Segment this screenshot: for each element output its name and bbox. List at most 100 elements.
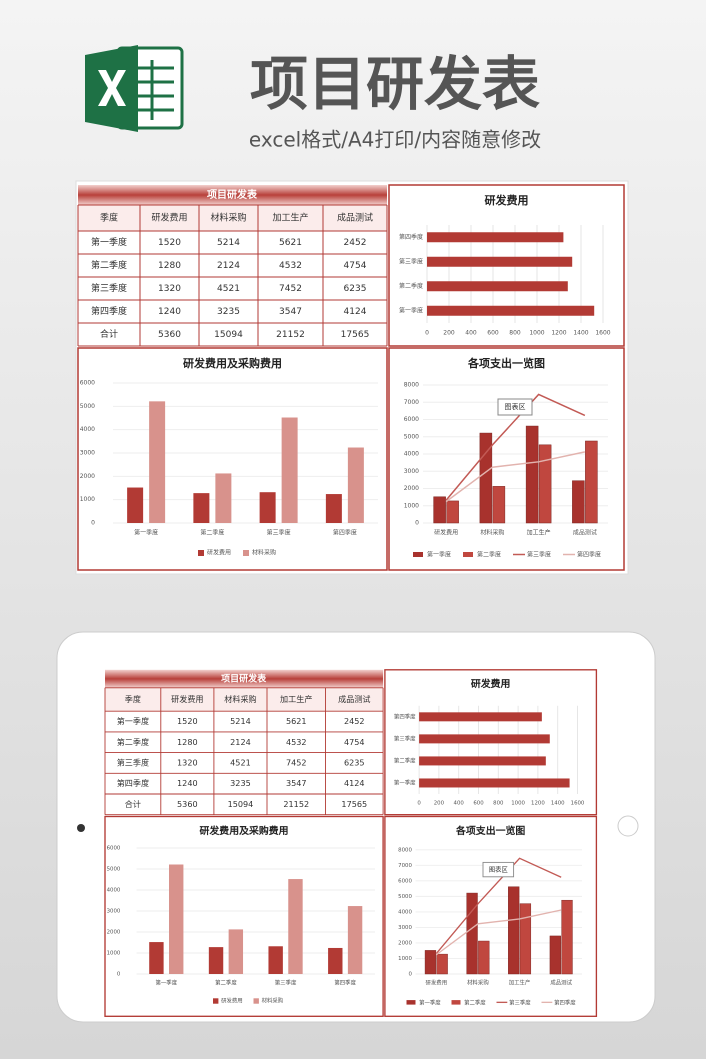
x-tick-label: 1000 [511, 801, 525, 807]
y-tick-label: 第一季度 [394, 778, 416, 786]
table-cell: 1320 [177, 757, 198, 767]
legend-label: 第四季度 [554, 998, 576, 1006]
table-cell: 5360 [158, 330, 181, 340]
table-cell: 5214 [230, 716, 251, 726]
legend-swatch [406, 1000, 416, 1005]
x-tick-label: 200 [434, 801, 445, 807]
table-cell: 21152 [283, 799, 309, 809]
y-tick-label: 6000 [404, 416, 419, 423]
bar [347, 906, 363, 974]
bar [419, 712, 542, 722]
y-tick-label: 4000 [398, 909, 412, 915]
bar [281, 417, 298, 523]
x-tick-label: 1600 [571, 801, 585, 807]
bar [508, 886, 520, 975]
bar [572, 480, 585, 524]
table-header: 加工生产 [280, 694, 312, 704]
legend-swatch [243, 550, 249, 556]
y-tick-label: 第四季度 [399, 233, 423, 241]
table-cell: 15094 [228, 799, 254, 809]
table-cell: 2452 [344, 716, 365, 726]
legend-swatch [451, 1000, 461, 1005]
y-tick-label: 4000 [80, 426, 95, 433]
table-header: 材料采购 [210, 212, 246, 224]
bar [424, 950, 437, 975]
table-cell: 2452 [344, 238, 367, 248]
chart-panel [104, 815, 384, 1017]
bar [325, 494, 342, 523]
legend-swatch [413, 552, 423, 557]
chart-title: 各项支出一览图 [455, 824, 525, 837]
y-tick-label: 2000 [404, 485, 419, 492]
x-tick-label: 加工生产 [509, 979, 531, 987]
page-subtitle: excel格式/A4打印/内容随意修改 [249, 128, 541, 152]
table-cell: 4124 [344, 307, 367, 317]
table-cell: 2124 [217, 261, 240, 271]
bar [538, 444, 552, 524]
y-tick-label: 第二季度 [394, 756, 416, 764]
legend-label: 第一季度 [427, 551, 451, 559]
x-tick-label: 400 [465, 330, 477, 337]
table-cell: 6235 [344, 284, 367, 294]
table-cell: 4532 [286, 737, 307, 747]
y-tick-label: 1000 [398, 956, 412, 962]
table-header: 材料采购 [224, 694, 256, 704]
table-cell: 1280 [177, 737, 198, 747]
y-tick-label: 8000 [398, 847, 412, 853]
table-cell: 1520 [177, 716, 198, 726]
bar [427, 305, 595, 316]
legend-swatch [213, 998, 219, 1004]
table-cell: 第四季度 [117, 778, 149, 788]
table-header: 研发费用 [171, 694, 203, 704]
table-header-row [78, 205, 387, 231]
table-cell: 2124 [230, 737, 251, 747]
x-tick-label: 第三季度 [275, 979, 297, 987]
table-header: 成品测试 [337, 212, 373, 224]
table-title: 项目研发表 [207, 188, 258, 201]
bar [419, 778, 570, 788]
table-cell: 3235 [230, 778, 251, 788]
table-cell: 5214 [217, 238, 240, 248]
bar [519, 903, 532, 975]
table-cell: 15094 [214, 330, 243, 340]
y-tick-label: 5000 [398, 894, 412, 900]
table-header: 加工生产 [272, 212, 308, 224]
y-tick-label: 2000 [80, 473, 95, 480]
y-tick-label: 5000 [404, 433, 419, 440]
x-tick-label: 200 [443, 330, 455, 337]
y-tick-label: 3000 [107, 909, 121, 915]
table-title: 项目研发表 [221, 672, 267, 684]
x-tick-label: 1000 [529, 330, 544, 337]
page-title: 项目研发表 [250, 50, 540, 118]
x-tick-label: 材料采购 [467, 979, 489, 987]
bar [169, 864, 184, 974]
table-cell: 第三季度 [117, 757, 149, 767]
table-cell: 4521 [217, 284, 240, 294]
y-tick-label: 5000 [80, 403, 95, 410]
legend-label: 研发费用 [221, 997, 243, 1005]
table-cell: 第三季度 [91, 282, 127, 294]
bar [436, 953, 448, 975]
table-cell: 4124 [344, 778, 365, 788]
x-tick-label: 第一季度 [156, 979, 178, 987]
x-tick-label: 800 [509, 330, 521, 337]
bar [215, 473, 232, 523]
table-header: 研发费用 [151, 212, 187, 224]
table-cell: 1520 [158, 238, 181, 248]
x-tick-label: 1200 [551, 330, 566, 337]
bar [193, 493, 210, 523]
x-tick-label: 600 [473, 801, 484, 807]
legend-label: 第一季度 [419, 998, 441, 1006]
table-cell: 第四季度 [91, 305, 127, 317]
x-tick-label: 1400 [551, 801, 565, 807]
legend-label: 第二季度 [464, 998, 486, 1006]
annotation: 图表区 [505, 402, 526, 411]
table-title-bar [105, 669, 384, 688]
x-tick-label: 1400 [573, 330, 588, 337]
x-tick-label: 加工生产 [527, 529, 551, 537]
y-tick-label: 第一季度 [399, 306, 423, 314]
table-header: 季度 [100, 212, 118, 224]
x-tick-label: 研发费用 [426, 979, 448, 987]
